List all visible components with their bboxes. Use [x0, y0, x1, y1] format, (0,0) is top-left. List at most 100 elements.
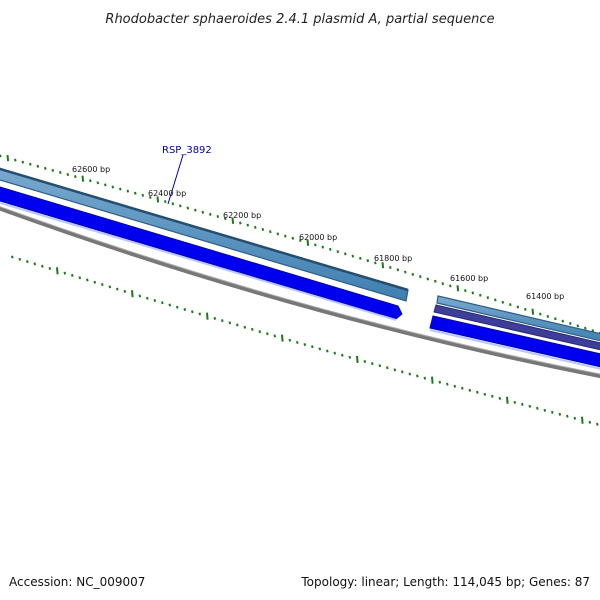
tick-mark — [56, 267, 59, 275]
tick-mark — [419, 275, 422, 279]
tick-mark — [378, 364, 382, 368]
tick-mark — [423, 376, 427, 380]
cds-feature-left-edge — [0, 167, 409, 292]
tick-mark — [86, 278, 89, 282]
tick-mark — [456, 285, 460, 292]
tick-mark — [464, 289, 467, 293]
tick-mark — [89, 179, 92, 183]
tick-mark — [269, 230, 272, 234]
tick-mark — [363, 360, 367, 364]
tick-mark — [404, 270, 407, 274]
tick-mark — [254, 225, 257, 229]
tick-mark — [426, 277, 430, 281]
tick-mark — [374, 261, 377, 265]
accession-text: Accession: NC_009007 — [9, 575, 146, 589]
tick-mark — [206, 312, 209, 320]
tick-mark — [194, 208, 197, 212]
tick-mark — [81, 175, 85, 182]
tick-label: 61800 bp — [374, 254, 412, 263]
tick-mark — [314, 243, 317, 247]
tick-mark — [371, 362, 374, 366]
map-title: Rhodobacter sphaeroides 2.4.1 plasmid A,… — [105, 12, 494, 27]
tick-mark — [411, 272, 415, 276]
tick-mark — [44, 166, 47, 170]
tick-mark — [531, 308, 535, 315]
tick-mark — [554, 317, 557, 321]
tick-label: 62600 bp — [72, 165, 110, 174]
tick-mark — [479, 293, 482, 297]
tick-mark — [239, 221, 242, 225]
tick-mark — [161, 301, 164, 305]
tick-mark — [18, 257, 22, 261]
tick-mark — [536, 406, 539, 410]
tick-mark — [441, 282, 445, 286]
cds-feature-right[interactable] — [436, 295, 600, 343]
gene-feature-left[interactable] — [0, 184, 403, 320]
tick-mark — [221, 319, 224, 323]
tick-mark — [273, 334, 277, 338]
tick-mark — [213, 316, 217, 320]
tick-mark — [483, 392, 487, 396]
tick-mark — [176, 305, 179, 309]
track-separator — [0, 181, 409, 306]
tick-mark — [101, 283, 104, 287]
tick-mark — [258, 330, 262, 334]
tick-mark — [393, 368, 397, 372]
cds-track-right[interactable] — [433, 295, 600, 352]
tick-mark — [134, 191, 137, 195]
tick-mark — [306, 239, 310, 246]
tick-mark — [116, 287, 119, 291]
tick-mark — [0, 154, 2, 158]
tick-mark — [131, 290, 134, 298]
tick-mark — [36, 164, 40, 168]
tick-mark — [261, 228, 265, 231]
tick-mark — [356, 355, 359, 364]
tick-mark — [576, 324, 580, 328]
tick-mark — [521, 402, 524, 406]
tick-mark — [569, 322, 572, 326]
tick-mark — [366, 259, 370, 263]
tick-mark — [389, 266, 392, 269]
tick-mark — [471, 291, 475, 295]
tick-mark — [224, 217, 227, 221]
gene-feature-right[interactable] — [429, 315, 600, 369]
tick-mark — [246, 223, 250, 227]
cds-feature-right-dark[interactable] — [433, 304, 600, 352]
tick-label: 61600 bp — [450, 274, 488, 283]
tick-mark — [243, 325, 247, 329]
tick-mark — [201, 210, 205, 214]
tick-mark — [183, 307, 187, 311]
tick-mark — [524, 307, 527, 311]
tick-mark — [111, 185, 115, 189]
tick-mark — [303, 343, 307, 347]
tick-mark — [401, 370, 404, 374]
tick-mark — [561, 319, 565, 323]
gene-label[interactable]: RSP_3892 — [162, 145, 212, 156]
cds-track-left[interactable] — [0, 166, 409, 302]
tick-mark — [296, 340, 299, 344]
tick-mark — [506, 396, 509, 404]
tick-mark — [516, 305, 520, 309]
tick-mark — [494, 298, 497, 302]
tick-mark — [168, 303, 172, 307]
tick-mark — [498, 396, 502, 400]
tick-mark — [321, 245, 325, 249]
tick-mark — [381, 262, 385, 269]
tick-mark — [359, 256, 362, 260]
gene-callout-line — [167, 154, 184, 205]
tick-mark — [543, 408, 547, 412]
tick-mark — [26, 260, 29, 264]
tick-mark — [146, 296, 149, 300]
tick-mark — [546, 314, 550, 318]
tick-mark — [63, 271, 67, 275]
tick-label: 62400 bp — [148, 189, 186, 198]
tick-mark — [584, 326, 587, 330]
tick-mark — [126, 189, 130, 193]
tick-mark — [344, 252, 347, 256]
tick-mark — [74, 175, 77, 179]
tick-mark — [186, 206, 190, 210]
tick-mark — [476, 390, 479, 394]
summary-text: Topology: linear; Length: 114,045 bp; Ge… — [301, 575, 590, 589]
tick-mark — [153, 298, 157, 302]
